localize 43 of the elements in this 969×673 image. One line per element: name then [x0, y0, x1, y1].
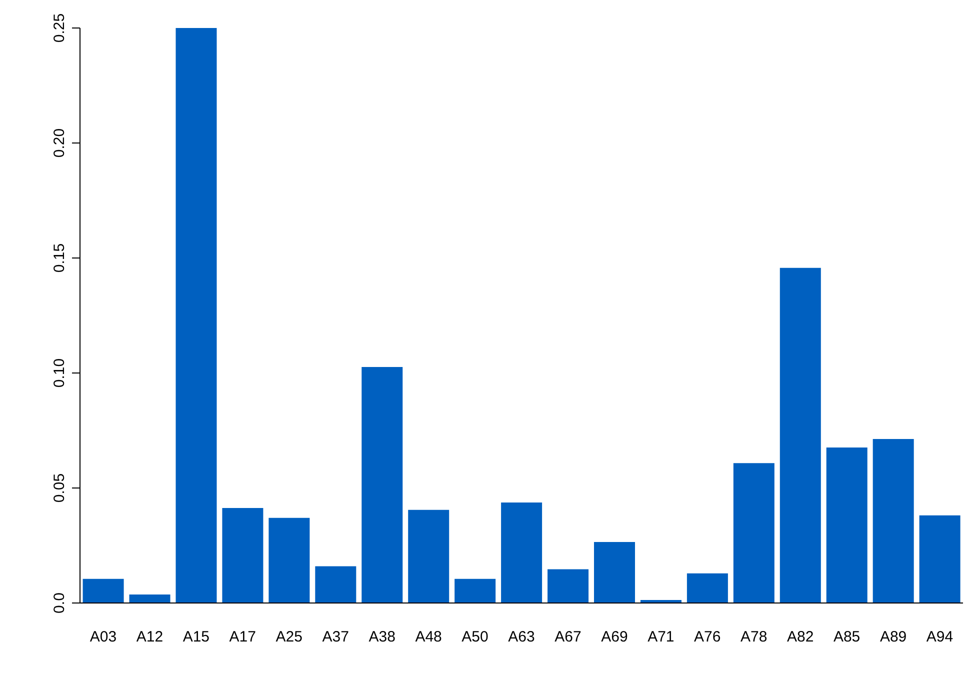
x-tick-label: A71 — [648, 628, 674, 646]
x-tick-label: A78 — [740, 628, 768, 646]
bar — [501, 502, 542, 603]
x-tick-label: A63 — [508, 628, 535, 646]
x-tick-label: A94 — [926, 628, 954, 646]
bar — [268, 518, 310, 603]
bar — [408, 510, 450, 603]
bar — [548, 569, 589, 603]
bar — [129, 594, 170, 603]
x-tick-label: A85 — [833, 628, 860, 646]
x-tick-label: A17 — [229, 628, 256, 646]
x-tick-label: A89 — [880, 628, 907, 646]
bar — [686, 573, 728, 603]
y-tick-label: 0.0 — [51, 592, 68, 614]
y-tick-label: 0.25 — [51, 13, 68, 43]
bar — [222, 508, 264, 603]
x-tick-label: A82 — [786, 628, 814, 646]
x-tick-label: A12 — [136, 628, 164, 646]
x-tick-label: A38 — [368, 628, 396, 646]
x-tick-label: A50 — [462, 628, 488, 646]
bar — [362, 367, 403, 603]
bar — [176, 28, 217, 603]
bar — [315, 566, 356, 603]
bar — [82, 578, 124, 603]
x-tick-label: A67 — [554, 628, 582, 646]
x-tick-label: A69 — [601, 628, 628, 646]
y-tick-label: 0.20 — [51, 128, 68, 158]
y-tick-label: 0.05 — [51, 473, 68, 503]
bar — [454, 578, 496, 603]
bar — [872, 439, 914, 603]
x-tick-label: A25 — [276, 628, 302, 646]
x-tick-label: A03 — [90, 628, 117, 646]
bar — [826, 448, 868, 603]
x-tick-label: A76 — [694, 628, 721, 646]
bar — [919, 515, 960, 603]
bar — [594, 542, 635, 603]
x-tick-label: A37 — [322, 628, 349, 646]
y-tick-label: 0.15 — [51, 243, 68, 273]
x-tick-label: A48 — [415, 628, 442, 646]
x-tick-label: A15 — [182, 628, 210, 646]
bar — [780, 268, 821, 603]
y-tick-label: 0.10 — [51, 358, 68, 388]
bar — [733, 463, 774, 603]
